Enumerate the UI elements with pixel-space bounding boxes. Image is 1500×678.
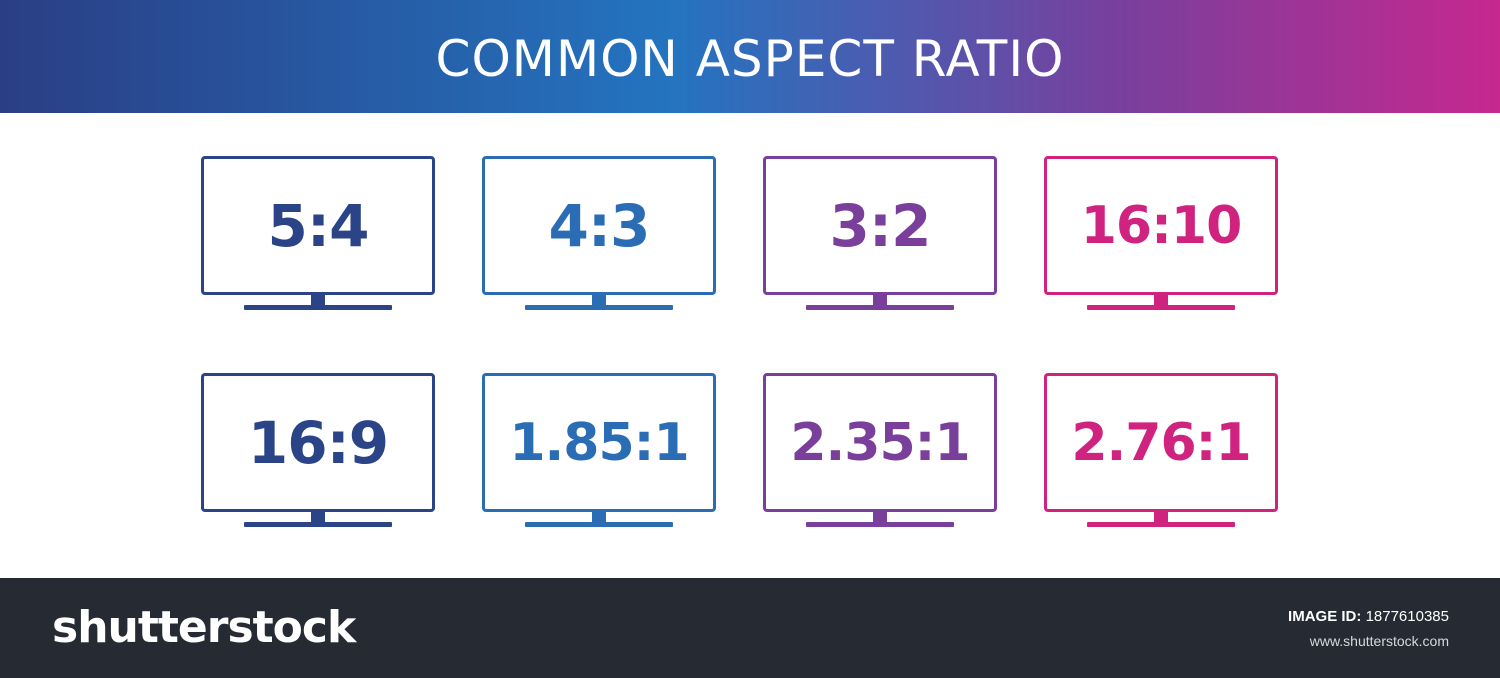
monitor-icon: 2.76:1 xyxy=(1044,373,1278,529)
monitor-screen: 2.76:1 xyxy=(1044,373,1278,512)
monitor-icon: 2.35:1 xyxy=(763,373,997,529)
monitor-base xyxy=(806,305,954,310)
page-title: COMMON ASPECT RATIO xyxy=(435,30,1065,88)
monitor-neck xyxy=(592,295,606,305)
monitor-screen: 3:2 xyxy=(763,156,997,295)
image-id-value: 1877610385 xyxy=(1365,608,1449,625)
monitor-neck xyxy=(873,512,887,522)
monitor-neck xyxy=(311,295,325,305)
footer-bar: shutterstock IMAGE ID: 1877610385 www.sh… xyxy=(0,578,1500,678)
monitor-base xyxy=(1087,305,1235,310)
monitor-screen: 2.35:1 xyxy=(763,373,997,512)
monitor-icon: 3:2 xyxy=(763,156,997,312)
ratio-label: 2.35:1 xyxy=(790,412,970,473)
monitor-screen: 16:10 xyxy=(1044,156,1278,295)
title-banner: COMMON ASPECT RATIO xyxy=(0,0,1500,113)
monitor-icon: 16:9 xyxy=(201,373,435,529)
monitor-base xyxy=(1087,522,1235,527)
monitor-base xyxy=(525,522,673,527)
monitor-icon: 4:3 xyxy=(482,156,716,312)
monitor-icon: 5:4 xyxy=(201,156,435,312)
monitor-icon: 16:10 xyxy=(1044,156,1278,312)
image-id: IMAGE ID: 1877610385 xyxy=(1288,608,1449,625)
ratio-label: 3:2 xyxy=(829,191,932,260)
monitor-neck xyxy=(873,295,887,305)
ratio-label: 4:3 xyxy=(548,191,651,260)
monitor-neck xyxy=(311,512,325,522)
monitor-neck xyxy=(592,512,606,522)
monitor-base xyxy=(244,305,392,310)
monitor-neck xyxy=(1154,512,1168,522)
monitor-base xyxy=(525,305,673,310)
brand-logo: shutterstock xyxy=(52,602,356,653)
ratio-label: 1.85:1 xyxy=(509,412,689,473)
ratio-label: 16:9 xyxy=(247,408,389,477)
ratio-grid: 5:4 4:3 3:2 16:10 16:9 1.85:1 xyxy=(201,156,1278,529)
ratio-label: 16:10 xyxy=(1080,195,1243,256)
monitor-screen: 5:4 xyxy=(201,156,435,295)
monitor-screen: 16:9 xyxy=(201,373,435,512)
ratio-label: 5:4 xyxy=(267,191,370,260)
monitor-icon: 1.85:1 xyxy=(482,373,716,529)
monitor-screen: 4:3 xyxy=(482,156,716,295)
image-id-label: IMAGE ID: xyxy=(1288,608,1362,625)
monitor-neck xyxy=(1154,295,1168,305)
monitor-screen: 1.85:1 xyxy=(482,373,716,512)
site-url: www.shutterstock.com xyxy=(1309,633,1449,649)
ratio-label: 2.76:1 xyxy=(1071,412,1251,473)
monitor-base xyxy=(806,522,954,527)
monitor-base xyxy=(244,522,392,527)
